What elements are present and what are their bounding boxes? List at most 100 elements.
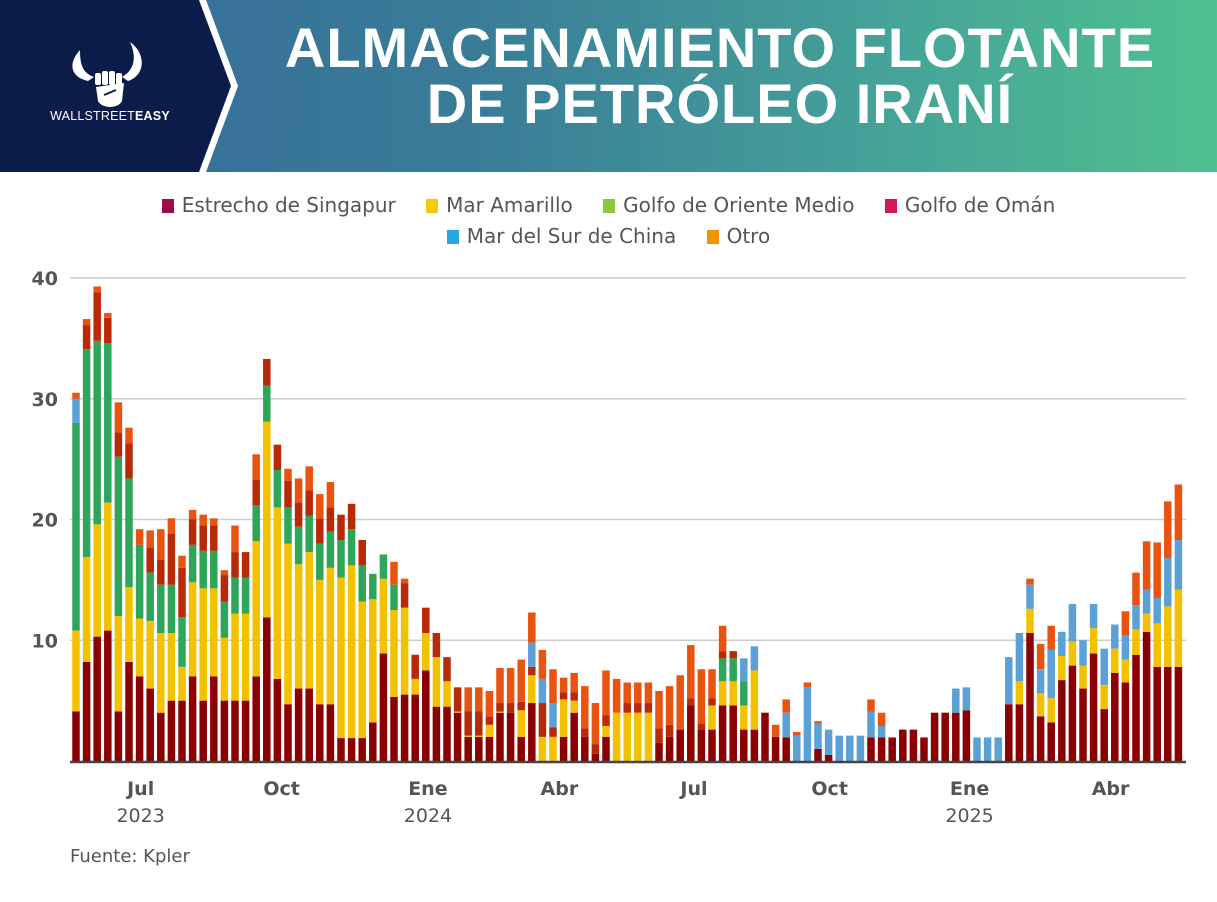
bar-segment-singapur [1015,704,1024,761]
bar-segment-golfo-oman [559,692,568,700]
bar-stack [252,454,260,761]
bar-segment-mar-amarillo [188,582,197,677]
bar-segment-oriente-medio [178,617,186,667]
bar-segment-singapur [125,661,133,761]
bar-segment-sur-china [803,687,812,761]
bar-segment-oriente-medio [326,531,335,568]
bar-stack [814,721,822,761]
legend-label: Golfo de Omán [904,193,1056,217]
bar-segment-otro [305,466,313,491]
bar-stack [369,573,377,761]
bar-segment-golfo-oman [178,567,186,618]
bar-segment-golfo-oman [114,432,123,457]
bar-segment-singapur [718,705,727,761]
bar-segment-otro [793,732,801,736]
bar-stack [740,658,748,761]
bar-stack [1026,578,1034,761]
bar-segment-otro [718,625,727,652]
legend-swatch [446,230,459,244]
bar-segment-sur-china [528,642,536,667]
bar-segment-golfo-oman [708,698,716,706]
bar-segment-sur-china [1174,540,1183,590]
bar-segment-otro [135,529,144,545]
bar-stack [888,737,896,761]
bar-segment-mar-amarillo [167,633,176,701]
bar-segment-mar-amarillo [114,616,123,712]
bar-segment-golfo-oman [729,651,737,659]
bar-segment-singapur [411,694,419,761]
bar-stack [623,682,631,761]
x-tick-label: Abr [541,778,579,800]
bar-segment-otro [1026,578,1034,585]
bar-segment-otro [252,454,260,480]
bar-stack [824,729,833,761]
bar-stack [1047,625,1055,761]
bar-stack [909,729,918,761]
bar-stack [835,735,843,761]
bar-segment-golfo-oman [517,701,525,711]
bar-stack [1005,657,1013,761]
bar-segment-otro [496,668,504,704]
bar-segment-mar-amarillo [231,613,239,701]
bar-segment-sur-china [1036,669,1045,694]
bar-segment-mar-amarillo [252,541,260,677]
bar-segment-mar-amarillo [305,552,313,689]
bar-stack [178,555,186,761]
bar-segment-golfo-oman [125,443,133,479]
bar-segment-singapur [1142,631,1151,761]
bar-segment-singapur [506,712,515,761]
bar-segment-sur-china [973,737,981,761]
bar-segment-oriente-medio [72,422,80,631]
bar-segment-singapur [899,729,907,761]
bar-stack [665,686,674,761]
bar-segment-mar-amarillo [284,543,292,705]
bar-segment-singapur [708,729,716,761]
bar-segment-otro [178,555,186,568]
bar-segment-sur-china [1058,631,1066,656]
bar-segment-mar-amarillo [602,725,610,737]
bar-segment-otro [220,570,229,576]
bar-segment-golfo-oman [263,358,271,386]
bar-segment-oriente-medio [125,478,133,588]
bar-segment-golfo-oman [718,651,727,659]
bar-segment-otro [665,686,674,725]
bar-stack [899,729,907,761]
bar-segment-golfo-oman [316,518,324,544]
bar-segment-otro [655,690,663,729]
bar-segment-mar-amarillo [326,567,335,705]
x-tick-year-label: 2023 [116,805,164,827]
bar-segment-singapur [1153,666,1161,761]
bar-segment-mar-amarillo [157,633,165,713]
bar-segment-otro [1174,484,1183,541]
bar-stack [687,645,695,761]
bar-segment-oriente-medio [718,658,727,682]
bar-segment-singapur [750,729,759,761]
axes: 10 20 30 40 Jul 2023 Oct Ene 2024 Abr Jul Oct Ene 202… [32,268,1186,827]
bar-segment-mar-amarillo [210,588,218,677]
bar-segment-otro [188,509,197,520]
bar-stack [973,737,981,761]
bar-segment-oriente-medio [358,565,366,602]
bar-stack [1100,648,1108,761]
bar-segment-sur-china [1005,657,1013,705]
bar-segment-singapur [178,700,186,761]
bar-segment-singapur [284,704,292,761]
bar-segment-otro [581,686,589,729]
bar-segment-singapur [188,676,197,761]
bar-segment-otro [771,724,780,737]
bar-stack [538,649,547,761]
bar-segment-mar-amarillo [316,579,324,705]
x-tick-label: Jul [125,778,154,800]
bar-segment-otro [1047,625,1055,650]
bar-segment-sur-china [1068,604,1077,642]
bar-segment-singapur [867,737,875,761]
bar-segment-golfo-oman [485,716,494,725]
bar-segment-otro [877,712,886,726]
legend-item-golfo-oman: Golfo de Omán [884,190,1056,221]
bar-segment-golfo-oman [337,514,345,541]
bar-stack [634,682,642,761]
bar-segment-golfo-oman [581,728,589,737]
bar-stack [867,699,875,761]
bar-segment-oriente-medio [284,507,292,544]
bar-segment-sur-china [1153,597,1161,624]
